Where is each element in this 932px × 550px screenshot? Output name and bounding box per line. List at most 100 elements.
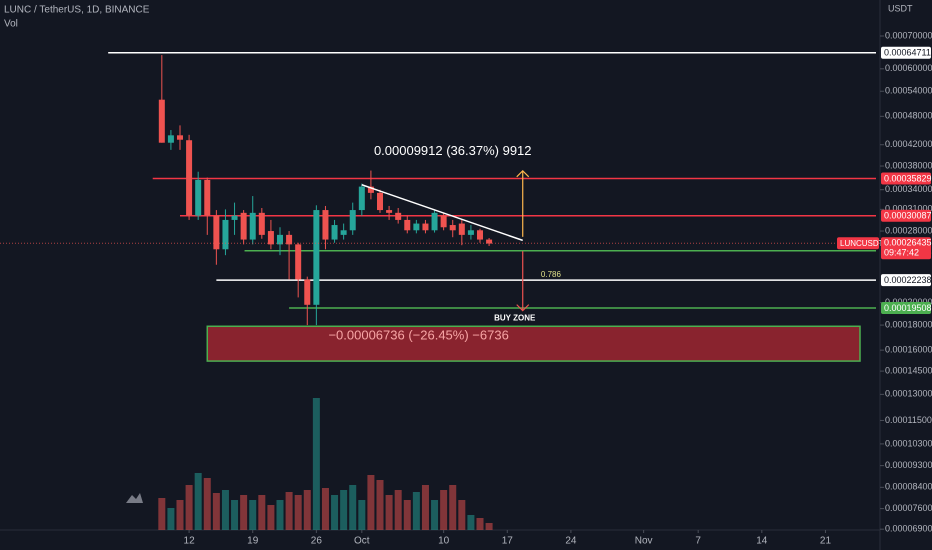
- y-tick-label: 0.00028000: [885, 225, 932, 235]
- y-tick-label: 0.00011500: [885, 415, 932, 425]
- candle-body: [386, 210, 393, 213]
- volume-bar: [349, 485, 357, 530]
- candle-body: [477, 230, 483, 240]
- volume-bar: [431, 500, 439, 530]
- logo: [126, 493, 143, 503]
- measure-up-label: 0.00009912 (36.37%) 9912: [374, 143, 532, 158]
- candle-body: [186, 140, 193, 216]
- level-tag: [881, 209, 931, 222]
- x-tick-label: 14: [756, 536, 768, 547]
- trendline: [361, 184, 523, 242]
- symbol-tag-label: LUNCUSDT: [840, 239, 884, 248]
- candle-body: [167, 135, 174, 143]
- volume-bar: [258, 495, 266, 530]
- y-tick-label: 0.00007600: [885, 503, 932, 513]
- candle-body: [286, 234, 293, 245]
- y-tick-label: 0.00060000: [885, 63, 932, 73]
- volume-bar: [331, 495, 339, 530]
- candle-body: [231, 215, 238, 220]
- volume-bar: [421, 485, 429, 530]
- candle-body: [422, 223, 429, 231]
- x-tick-label: Nov: [635, 536, 653, 547]
- y-tick-label: 0.00008400: [885, 482, 932, 492]
- x-tick-label: 7: [695, 536, 701, 547]
- measure-down-label: −0.00006736 (−26.45%) −6736: [328, 328, 508, 343]
- volume-bar: [194, 473, 202, 530]
- y-tick-label: 0.00031000: [885, 204, 932, 214]
- buy-zone-label: BUY ZONE: [494, 314, 536, 323]
- y-tick-label: 0.00006900: [885, 524, 932, 534]
- y-tick-label: 0.00070000: [885, 30, 932, 40]
- volume-bar: [376, 480, 384, 530]
- level-tag-label: 0.00064711: [884, 48, 931, 58]
- fib-label: 0.786: [541, 270, 562, 279]
- volume-bar: [303, 490, 311, 530]
- candle-body: [349, 210, 356, 231]
- volume-bar: [285, 492, 293, 530]
- volume-bar: [221, 490, 229, 530]
- y-tick-label: 0.00018000: [885, 319, 932, 329]
- countdown-label: 09:47:42: [884, 248, 919, 258]
- x-tick-label: 12: [184, 536, 196, 547]
- volume-bar: [394, 490, 402, 530]
- volume-bar: [185, 485, 193, 530]
- symbol-tag: [837, 237, 879, 250]
- volume-bar: [231, 500, 239, 530]
- volume-bar: [449, 485, 457, 530]
- x-tick-label: 19: [247, 536, 259, 547]
- candle-body: [358, 186, 365, 211]
- candle-body: [404, 219, 411, 231]
- volume-bar: [412, 492, 420, 530]
- candle-body: [458, 223, 465, 235]
- volume-bar: [485, 523, 493, 530]
- candle-body: [213, 215, 220, 250]
- candle-body: [367, 186, 374, 193]
- candle-body: [258, 212, 265, 235]
- level-tag: [881, 274, 931, 287]
- volume-bar: [440, 490, 448, 530]
- candle-body: [313, 210, 320, 305]
- candle-body: [340, 230, 347, 235]
- candle-body: [440, 215, 447, 228]
- candle-body: [277, 234, 283, 245]
- y-tick-label: 0.00013000: [885, 389, 932, 399]
- level-tag: [881, 46, 931, 59]
- candle-body: [304, 279, 311, 305]
- volume-bar: [476, 518, 484, 530]
- volume-bar: [176, 500, 184, 530]
- price-tag: [881, 237, 931, 260]
- volume-bar: [467, 515, 475, 530]
- y-tick-label: 0.00016000: [885, 345, 932, 355]
- x-tick-label: 21: [820, 536, 832, 547]
- candle-body: [449, 225, 456, 231]
- volume-bar: [212, 493, 220, 530]
- candle-body: [195, 179, 202, 216]
- volume-label: Vol: [4, 19, 18, 30]
- y-tick-label: 0.00054000: [885, 86, 932, 96]
- candle-body: [295, 244, 302, 280]
- y-tick-label: 0.00048000: [885, 111, 932, 121]
- candle-body: [204, 179, 211, 216]
- level-tag: [881, 301, 931, 314]
- candle-body: [467, 230, 474, 235]
- volume-bar: [367, 475, 375, 530]
- volume-bar: [321, 488, 329, 530]
- candle-body: [486, 239, 493, 244]
- level-tag-label: 0.00030087: [884, 211, 932, 221]
- candle-body: [413, 223, 420, 231]
- y-axis-label: USDT: [888, 3, 913, 13]
- y-tick-label: 0.00010300: [885, 438, 932, 448]
- candle-body: [431, 212, 438, 231]
- volume-bar: [276, 500, 284, 530]
- measure-down-head: [516, 304, 530, 312]
- candle-body: [158, 99, 165, 143]
- x-tick-label: 24: [565, 536, 577, 547]
- volume-bar: [267, 505, 275, 530]
- volume-bar: [358, 500, 366, 530]
- level-tag-label: 0.00022238: [884, 275, 932, 285]
- y-tick-label: 0.00034000: [885, 184, 932, 194]
- y-tick-label: 0.00042000: [885, 139, 932, 149]
- volume-bar: [158, 498, 166, 530]
